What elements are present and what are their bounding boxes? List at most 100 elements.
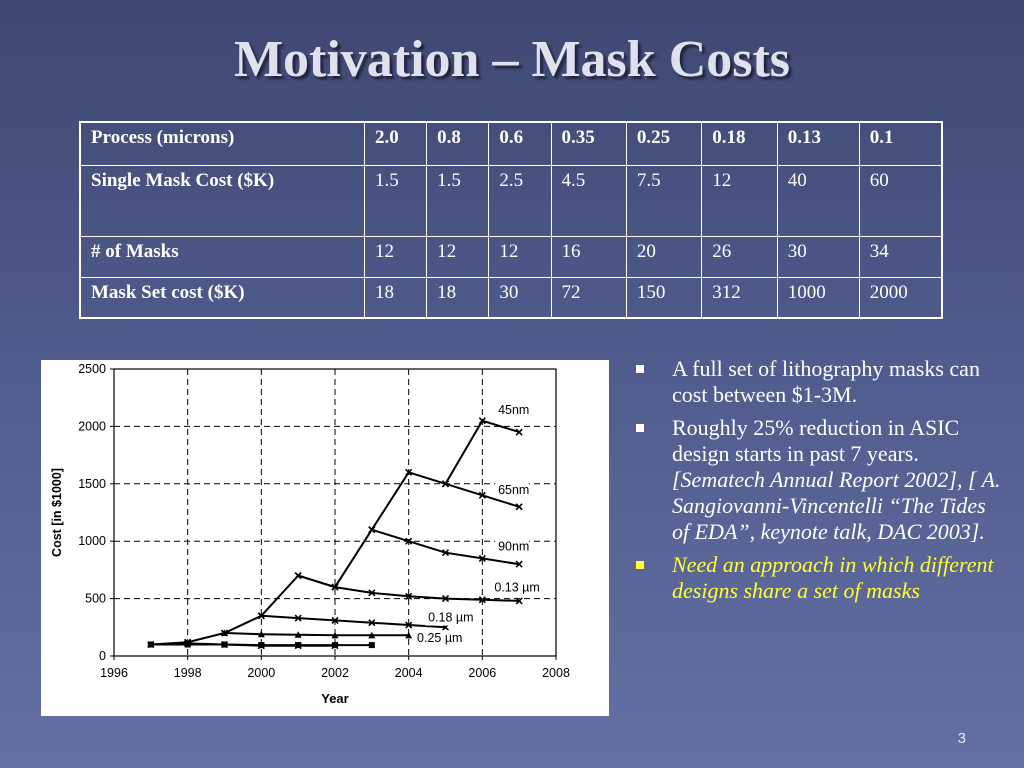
data-point (405, 468, 413, 476)
line-chart-svg: 1996 1998 2000 2002 2004 2006 2008 0 500 1000 1500… (50, 362, 570, 706)
data-point (441, 549, 450, 557)
x-tick-label: 1996 (100, 666, 128, 680)
series-label: 45nm (498, 403, 529, 417)
series-label-bg (425, 609, 481, 626)
page-number: 3 (957, 730, 966, 747)
data-point (184, 641, 191, 648)
table-cell: 12 (701, 165, 778, 237)
data-point (368, 589, 376, 597)
data-point (257, 612, 265, 620)
data-point (331, 642, 339, 650)
data-point (441, 480, 450, 488)
data-point (294, 572, 302, 580)
data-point (368, 526, 376, 534)
table-cell: 2.0 (363, 121, 428, 166)
y-tick-label: 1500 (78, 477, 106, 491)
table-cell: 1000 (776, 277, 860, 319)
series-label: 0.18 µm (428, 611, 473, 625)
x-axis-label: Year (321, 691, 348, 706)
x-tick-label: 2008 (542, 666, 570, 680)
table-cell: 72 (550, 277, 627, 319)
series-label-bg (495, 538, 530, 555)
row-header: Mask Set cost ($K) (79, 277, 365, 319)
y-tick-label: 2500 (78, 362, 106, 376)
bullet-square-icon (636, 424, 644, 432)
data-point (478, 491, 486, 499)
data-point (405, 621, 413, 629)
data-point (515, 428, 523, 436)
highlight-text: Need an approach in which different desi… (672, 552, 994, 603)
data-point (294, 642, 302, 650)
data-point (331, 616, 339, 624)
data-point (221, 629, 228, 637)
x-tick-label: 1998 (174, 666, 202, 680)
table-row: Process (microns) 2.0 0.8 0.6 0.35 0.25 … (79, 121, 943, 166)
data-point (257, 630, 265, 638)
table-cell: 18 (426, 277, 490, 319)
bullet-square-icon (636, 561, 644, 569)
data-point (515, 503, 523, 511)
table-cell: 0.35 (550, 121, 627, 166)
table-cell: 2.5 (488, 165, 552, 237)
data-point (147, 641, 154, 648)
data-point (405, 631, 413, 639)
series-line (224, 632, 409, 637)
series-label: 90nm (498, 539, 529, 553)
x-tick-label: 2006 (468, 666, 496, 680)
table-cell: 20 (625, 236, 703, 278)
y-tick-label: 2000 (78, 419, 106, 433)
bullet-item: Need an approach in which different desi… (632, 552, 1002, 604)
table-row: Mask Set cost ($K) 18 18 30 72 150 312 1… (79, 277, 943, 319)
data-point (478, 596, 486, 604)
series-label-bg (491, 579, 547, 596)
bullet-list: A full set of lithography masks can cost… (632, 356, 1002, 611)
bullet-text: Roughly 25% reduction in ASIC design sta… (672, 415, 960, 466)
table-cell: 4.5 (550, 165, 627, 237)
series-label: 65nm (498, 483, 529, 497)
mask-cost-table: Process (microns) 2.0 0.8 0.6 0.35 0.25 … (79, 121, 943, 319)
row-header: # of Masks (79, 236, 365, 278)
table-cell: 0.18 (701, 121, 778, 166)
bullet-square-icon (636, 365, 644, 373)
row-header: Single Mask Cost ($K) (79, 165, 365, 237)
table-cell: 18 (363, 277, 428, 319)
series-label: 0.13 µm (494, 581, 539, 595)
table-cell: 40 (776, 165, 860, 237)
bullet-item: A full set of lithography masks can cost… (632, 356, 1002, 408)
bullet-item: Roughly 25% reduction in ASIC design sta… (632, 415, 1002, 545)
bullet-text: A full set of lithography masks can cost… (672, 356, 980, 407)
table-cell: 1.5 (363, 165, 428, 237)
table-cell: 34 (858, 236, 943, 278)
table-cell: 2000 (858, 277, 943, 319)
data-point (184, 639, 192, 647)
data-point (331, 631, 339, 639)
x-tick-label: 2000 (247, 666, 275, 680)
x-tick-label: 2004 (395, 666, 423, 680)
y-tick-label: 0 (99, 649, 106, 663)
series-label-bg (495, 401, 530, 418)
series-label-bg (495, 482, 530, 499)
table-cell: 12 (363, 236, 428, 278)
table-cell: 12 (488, 236, 552, 278)
table-cell: 16 (550, 236, 627, 278)
data-point (405, 592, 413, 600)
y-axis-label: Cost [in $1000] (50, 468, 64, 557)
data-point (368, 642, 375, 649)
table-cell: 1.5 (426, 165, 490, 237)
data-point (294, 614, 302, 622)
table-cell: 0.8 (426, 121, 490, 166)
table-cell: 0.13 (776, 121, 860, 166)
data-point (220, 640, 229, 649)
table-cell: 0.1 (858, 121, 943, 166)
data-point (257, 642, 265, 650)
series-line (261, 614, 446, 629)
citation-text: [Sematech Annual Report 2002], [ A. Sang… (672, 467, 1001, 544)
table-row: # of Masks 12 12 12 16 20 26 30 34 (79, 236, 943, 278)
data-point (515, 597, 523, 605)
data-point (405, 537, 413, 545)
table-cell: 12 (426, 236, 490, 278)
slide-title: Motivation – Mask Costs (233, 31, 791, 88)
table-cell: 60 (858, 165, 943, 237)
data-point (478, 554, 486, 562)
table-cell: 7.5 (625, 165, 703, 237)
